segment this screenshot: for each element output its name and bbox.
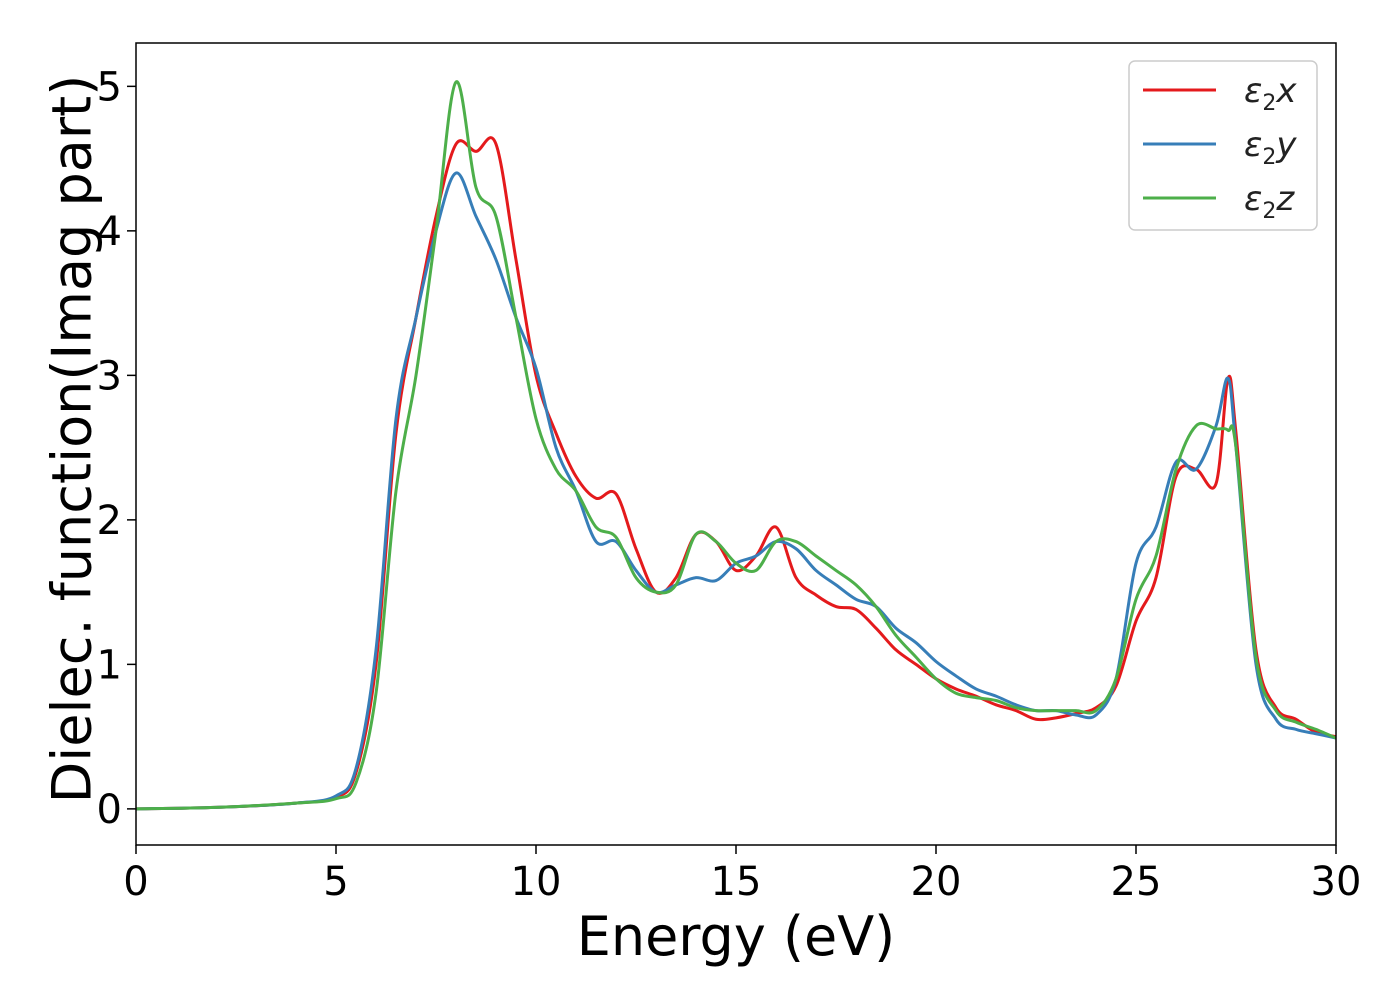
legend-label-y: ε2y — [1244, 125, 1297, 170]
y-tick-label: 3 — [97, 353, 122, 399]
y-tick-label: 1 — [97, 642, 122, 688]
x-tick-label: 30 — [1311, 859, 1362, 905]
x-axis-label: Energy (eV) — [577, 905, 896, 968]
x-tick-label: 15 — [711, 859, 762, 905]
x-tick-label: 10 — [511, 859, 562, 905]
y-tick-label: 5 — [97, 64, 122, 110]
x-tick-label: 0 — [123, 859, 148, 905]
legend-box — [1128, 60, 1318, 231]
legend-label-z: ε2z — [1244, 179, 1295, 224]
legend: ε2x ε2y ε2z — [1128, 60, 1318, 231]
series-line-z — [136, 80, 1336, 811]
x-tick-label: 20 — [911, 859, 962, 905]
y-tick-label: 0 — [97, 787, 122, 833]
y-tick-label: 2 — [97, 498, 122, 544]
series-layer — [136, 80, 1336, 811]
y-tick-label: 4 — [97, 209, 122, 255]
axes-layer: 0 5 10 15 20 25 30 0 1 2 3 4 5 — [97, 42, 1362, 905]
x-tick-label: 25 — [1111, 859, 1162, 905]
x-tick-label: 5 — [323, 859, 348, 905]
y-axis-label: Dielec. function(Imag part) — [41, 75, 104, 804]
legend-label-x: ε2x — [1244, 71, 1297, 116]
